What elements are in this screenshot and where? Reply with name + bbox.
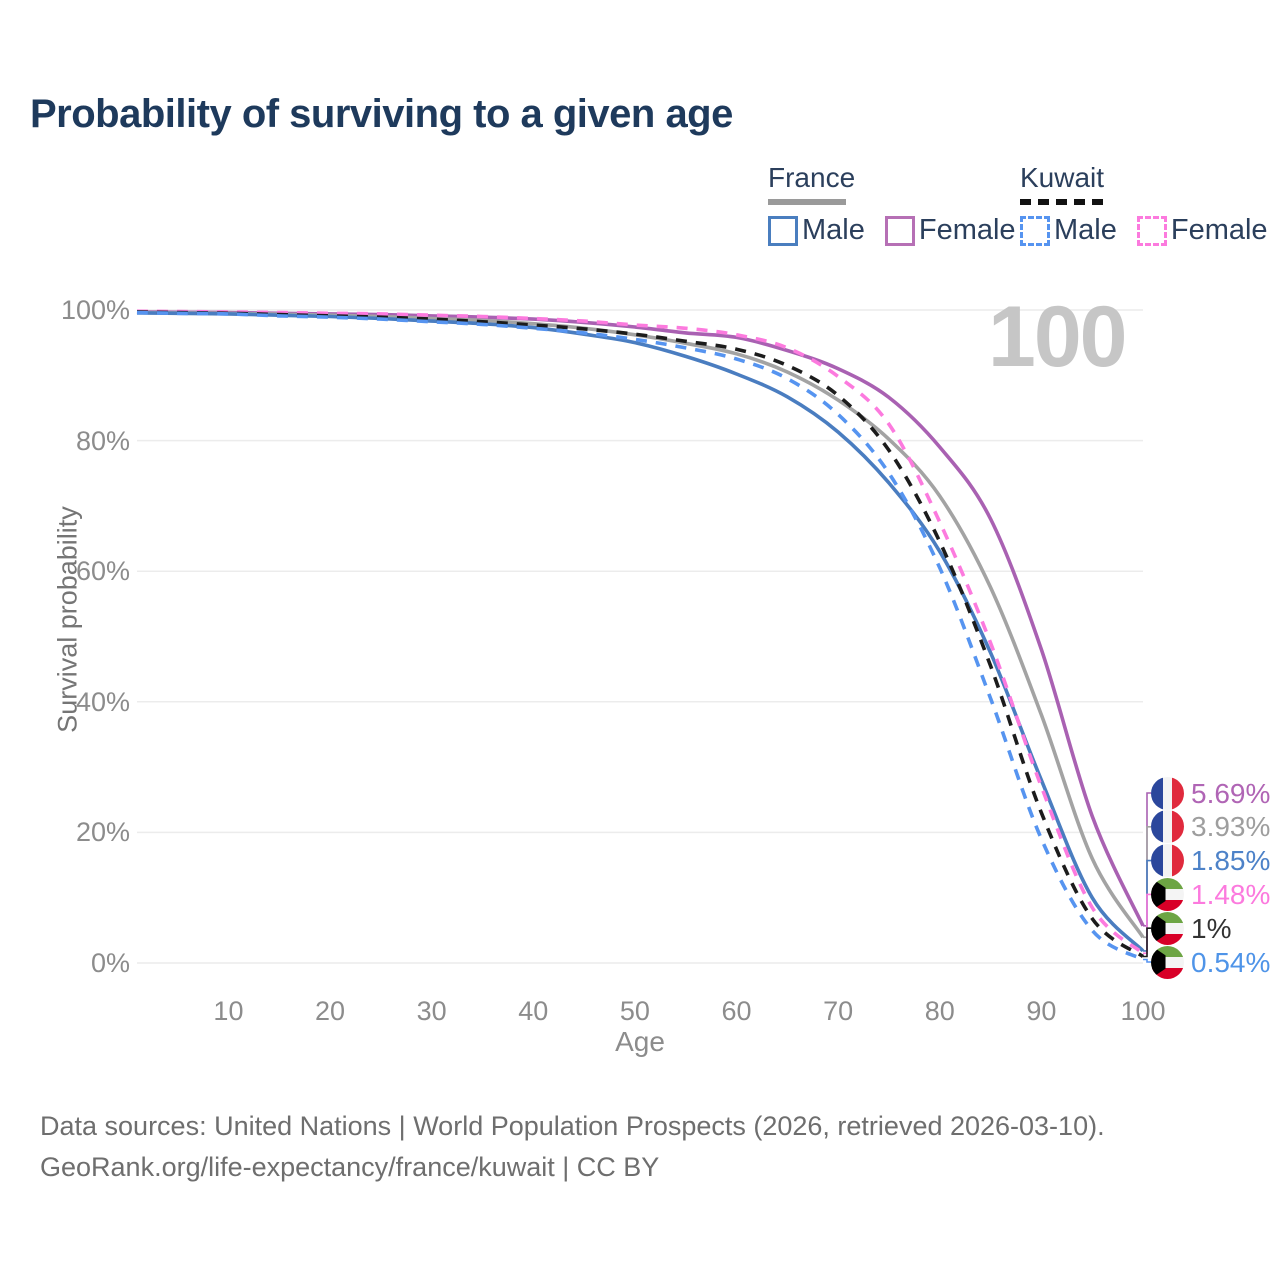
end-label-row-kuwait-0.54%: 0.54% — [1151, 945, 1271, 979]
y-tick-60: 60% — [75, 556, 130, 587]
end-label-row-france-1.85%: 1.85% — [1151, 844, 1271, 878]
x-axis-title: Age — [615, 1026, 665, 1057]
footer-url: GeoRank.org/life-expectancy/france/kuwai… — [40, 1152, 660, 1182]
x-tick-70: 70 — [823, 996, 854, 1026]
end-value-label: 1.85% — [1191, 845, 1271, 877]
x-tick-40: 40 — [518, 996, 549, 1026]
legend-label-france-male[interactable]: Male — [802, 214, 865, 246]
france-flag-icon — [1151, 844, 1184, 878]
end-label-connector-5 — [1143, 958, 1151, 963]
end-label-row-kuwait-1.48%: 1.48% — [1151, 877, 1271, 911]
end-value-label: 1.48% — [1191, 878, 1271, 910]
age-watermark: 100 — [988, 289, 1127, 385]
footer-credits: Data sources: United Nations | World Pop… — [40, 1106, 1105, 1188]
kuwait-dashed-line-swatch — [1020, 199, 1104, 205]
kuwait-flag-icon — [1151, 945, 1184, 979]
x-tick-80: 80 — [924, 996, 955, 1026]
x-tick-50: 50 — [619, 996, 650, 1026]
x-tick-90: 90 — [1026, 996, 1057, 1026]
y-tick-100: 100% — [60, 295, 130, 325]
page-title: Probability of surviving to a given age — [30, 92, 733, 136]
legend-label-kuwait-male[interactable]: Male — [1054, 214, 1117, 246]
x-tick-20: 20 — [315, 996, 346, 1026]
france-flag-icon — [1151, 810, 1184, 844]
legend-swatch-kuwait-male[interactable] — [1020, 215, 1050, 246]
france-flag-icon — [1151, 776, 1184, 810]
series-line-kuwait-both[interactable] — [136, 310, 1145, 959]
end-label-row-kuwait-1%: 1% — [1151, 911, 1232, 945]
series-line-france-female[interactable] — [136, 310, 1145, 927]
end-label-row-france-5.69%: 5.69% — [1151, 776, 1271, 810]
legend-group-france: France Male Female — [768, 162, 1036, 247]
end-label-connector-3 — [1143, 893, 1151, 955]
y-tick-40: 40% — [75, 686, 130, 717]
end-value-label: 0.54% — [1191, 946, 1271, 978]
end-value-label: 3.93% — [1191, 811, 1271, 843]
series-line-kuwait-male[interactable] — [136, 310, 1144, 962]
x-tick-30: 30 — [416, 996, 447, 1026]
end-value-label: 5.69% — [1191, 777, 1271, 809]
end-label-row-france-3.93%: 3.93% — [1151, 810, 1271, 844]
x-tick-100: 100 — [1120, 996, 1166, 1026]
y-tick-0: 0% — [90, 948, 130, 978]
legend-swatch-kuwait-female[interactable] — [1136, 215, 1167, 246]
legend-swatch-france-female[interactable] — [884, 215, 915, 246]
legend-kuwait-title: Kuwait — [1020, 162, 1105, 193]
legend-france-title: France — [768, 162, 856, 193]
end-label-connector-4 — [1143, 927, 1151, 958]
kuwait-flag-icon — [1151, 877, 1184, 911]
legend-group-kuwait: Kuwait Male Female — [1020, 162, 1280, 247]
legend-label-france-female[interactable]: Female — [918, 214, 1016, 246]
y-tick-80: 80% — [75, 425, 130, 456]
footer-data-sources: Data sources: United Nations | World Pop… — [40, 1111, 1105, 1141]
series-line-france-both[interactable] — [136, 310, 1145, 939]
series-line-kuwait-female[interactable] — [136, 309, 1145, 955]
end-value-label: 1% — [1191, 912, 1232, 944]
legend-swatch-france-male[interactable] — [768, 215, 798, 246]
x-tick-10: 10 — [213, 996, 244, 1026]
x-tick-60: 60 — [721, 996, 752, 1026]
series-line-france-male[interactable] — [136, 311, 1145, 953]
legend-label-kuwait-female[interactable]: Female — [1170, 214, 1268, 246]
y-tick-20: 20% — [75, 817, 130, 848]
france-solid-line-swatch — [768, 199, 846, 205]
kuwait-flag-icon — [1151, 911, 1184, 945]
